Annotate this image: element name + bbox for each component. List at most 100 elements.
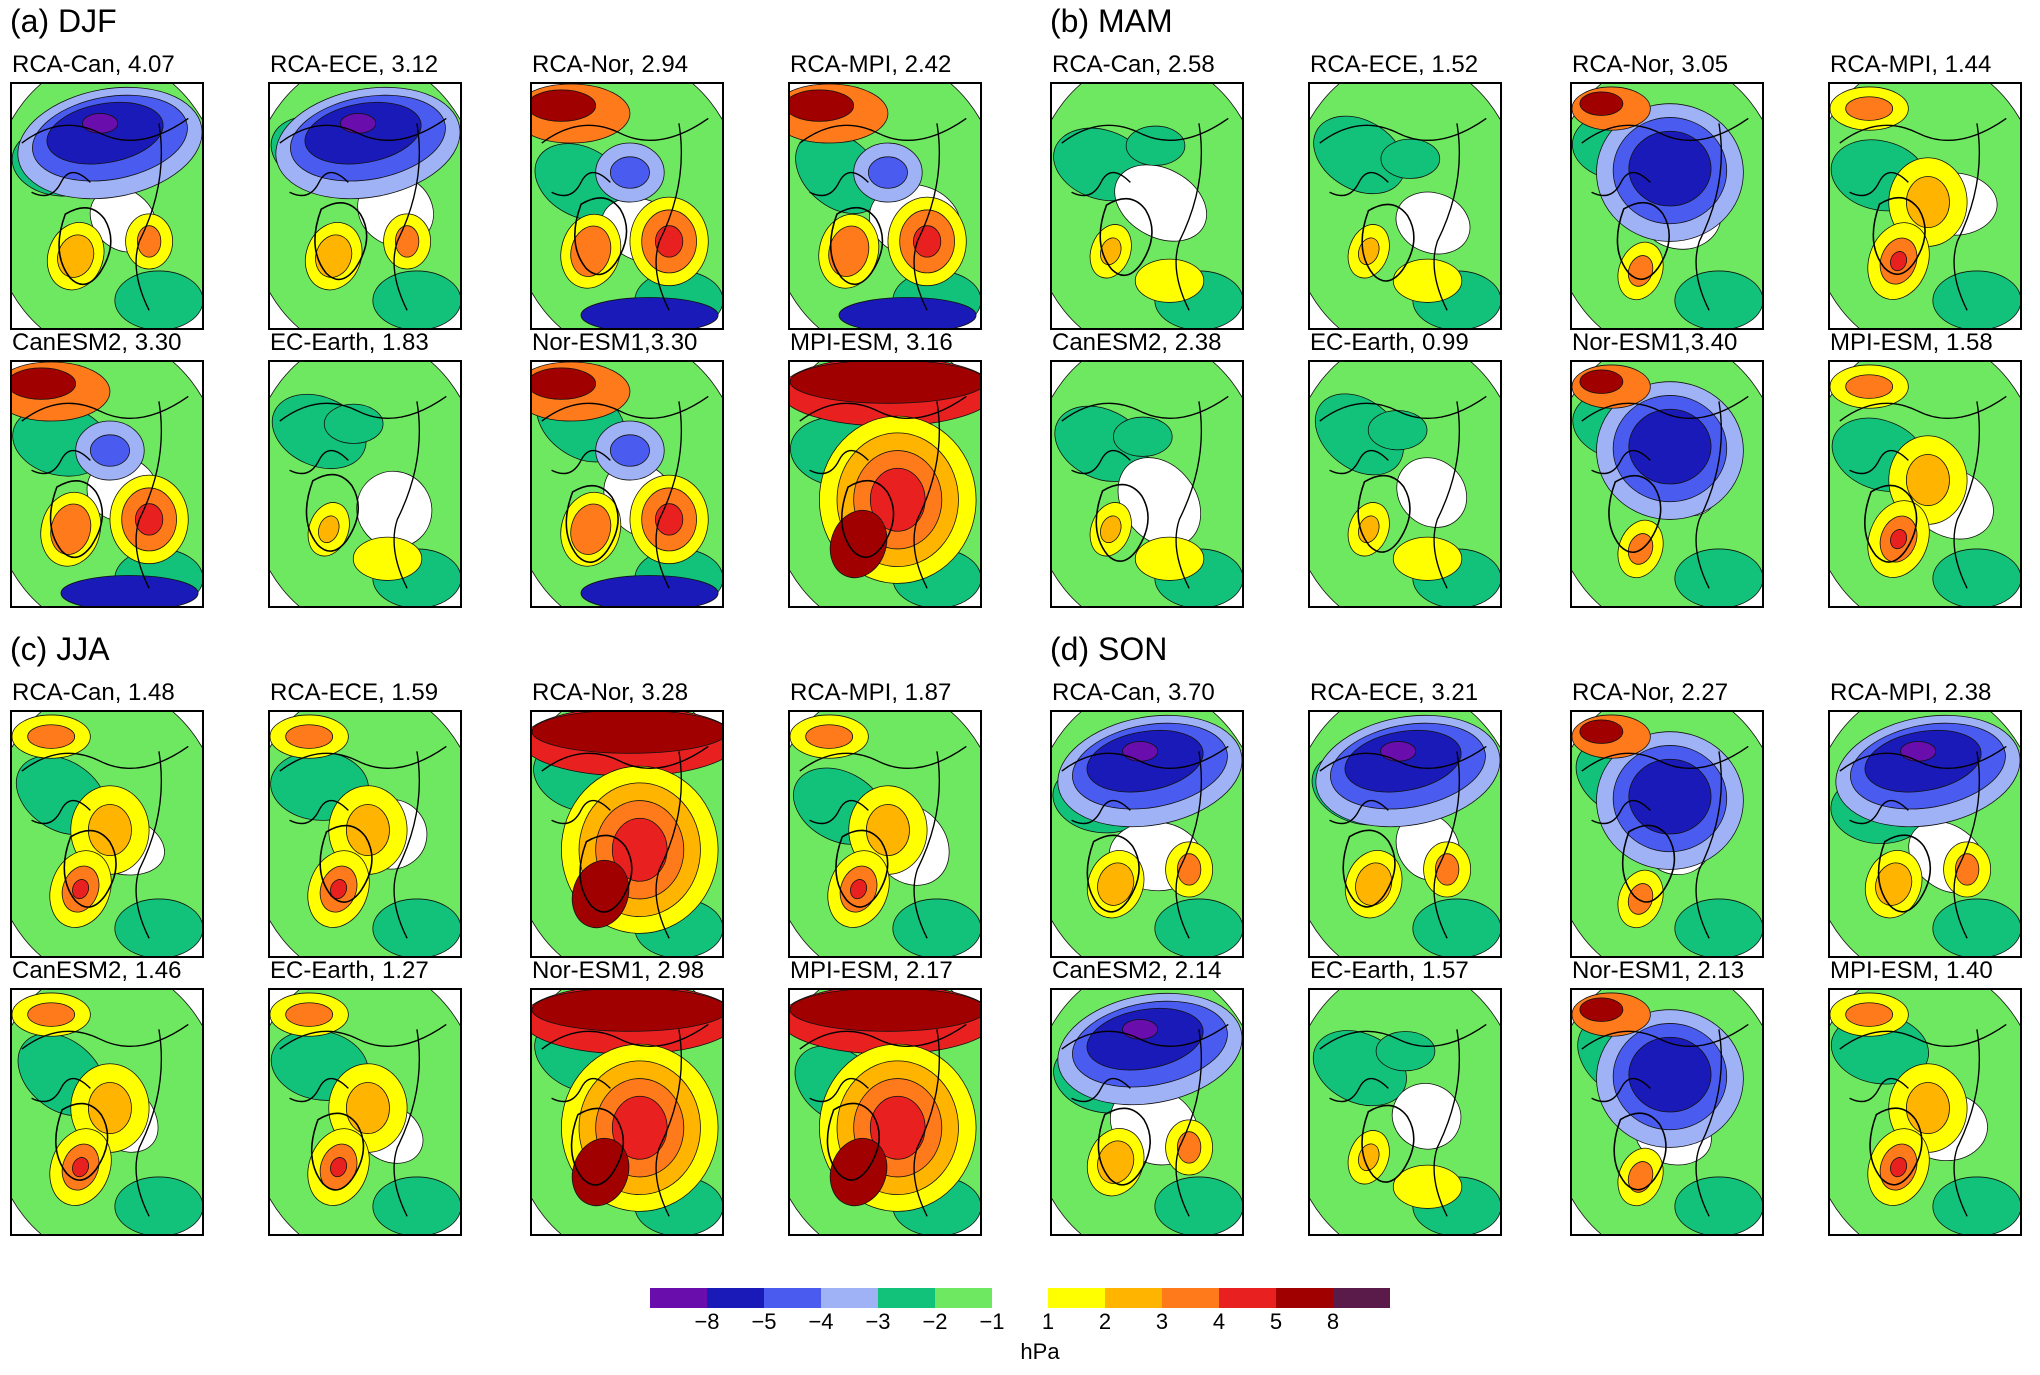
colorbar-tick-label: 1 (1041, 1309, 1055, 1334)
panel-title: CanESM2, 2.14 (1052, 957, 1222, 984)
panel-title: CanESM2, 1.46 (12, 957, 182, 984)
colorbar-swatch-negative (935, 1288, 992, 1308)
map-panel (10, 82, 204, 330)
colorbar-swatch-positive (1048, 1288, 1105, 1308)
map-field (1052, 990, 1242, 1234)
panel-title: RCA-Nor, 2.94 (532, 51, 689, 78)
map-field (790, 362, 980, 606)
panel-title: MPI-ESM, 2.17 (790, 957, 953, 984)
panel-title: CanESM2, 3.30 (12, 329, 182, 356)
map-panel (1050, 988, 1244, 1236)
map-field (1052, 712, 1242, 956)
map-panel (788, 710, 982, 958)
map-field (1830, 362, 2020, 606)
colorbar-swatch-positive (1276, 1288, 1333, 1308)
map-panel (268, 360, 462, 608)
map-field (532, 84, 722, 328)
map-panel (1828, 360, 2022, 608)
panel-title: RCA-MPI, 2.38 (1830, 679, 1992, 706)
map-panel (788, 988, 982, 1236)
map-panel (1570, 360, 1764, 608)
map-field (12, 362, 202, 606)
colorbar-tick-label: −5 (751, 1309, 777, 1334)
panel-title: EC-Earth, 1.57 (1310, 957, 1469, 984)
panel-title: RCA-MPI, 1.44 (1830, 51, 1992, 78)
map-panel (530, 710, 724, 958)
map-field (1310, 990, 1500, 1234)
panel-title: RCA-ECE, 3.21 (1310, 679, 1479, 706)
map-field (1830, 712, 2020, 956)
colorbar-swatch-positive (1219, 1288, 1276, 1308)
season-title: (b) MAM (1050, 3, 1173, 39)
map-field (270, 990, 460, 1234)
map-panel (530, 988, 724, 1236)
map-field (1310, 84, 1500, 328)
map-panel (530, 360, 724, 608)
map-panel (788, 82, 982, 330)
map-field (1572, 712, 1762, 956)
map-field (790, 990, 980, 1234)
colorbar-tick-label: −1 (979, 1309, 1005, 1334)
map-panel (1828, 710, 2022, 958)
panel-title: MPI-ESM, 3.16 (790, 329, 953, 356)
map-panel (1828, 82, 2022, 330)
map-panel (1308, 82, 1502, 330)
map-field (790, 84, 980, 328)
panel-title: RCA-MPI, 1.87 (790, 679, 952, 706)
map-field (532, 990, 722, 1234)
colorbar-tick-label: 5 (1269, 1309, 1283, 1334)
panel-title: EC-Earth, 0.99 (1310, 329, 1469, 356)
colorbar-tick-label: −4 (808, 1309, 834, 1334)
map-field (270, 362, 460, 606)
map-panel (788, 360, 982, 608)
map-panel (268, 82, 462, 330)
map-field (1572, 84, 1762, 328)
map-panel (1828, 988, 2022, 1236)
colorbar-swatch-positive (1333, 1288, 1390, 1308)
panel-title: RCA-Nor, 3.05 (1572, 51, 1729, 78)
colorbar-swatch-positive (1105, 1288, 1162, 1308)
colorbar-swatch-negative (821, 1288, 878, 1308)
season-title: (c) JJA (10, 631, 110, 667)
map-field (1830, 84, 2020, 328)
map-field (12, 712, 202, 956)
colorbar-tick-label: −3 (865, 1309, 891, 1334)
map-panel (1570, 988, 1764, 1236)
colorbar-tick-label: −8 (694, 1309, 720, 1334)
panel-title: Nor-ESM1, 2.13 (1572, 957, 1745, 984)
panel-title: EC-Earth, 1.83 (270, 329, 429, 356)
map-panel (268, 988, 462, 1236)
map-panel (1308, 360, 1502, 608)
map-field (1830, 990, 2020, 1234)
map-field (1572, 990, 1762, 1234)
map-field (1310, 362, 1500, 606)
colorbar-swatch-negative (764, 1288, 821, 1308)
map-panel (1050, 360, 1244, 608)
colorbar-swatch-negative (707, 1288, 764, 1308)
map-field (1052, 362, 1242, 606)
colorbar-tick-label: 8 (1326, 1309, 1340, 1334)
panel-title: RCA-ECE, 1.59 (270, 679, 439, 706)
panel-title: RCA-MPI, 2.42 (790, 51, 952, 78)
map-panel (10, 710, 204, 958)
map-panel (1050, 82, 1244, 330)
season-title: (a) DJF (10, 3, 117, 39)
panel-title: CanESM2, 2.38 (1052, 329, 1222, 356)
map-field (12, 84, 202, 328)
map-field (1572, 362, 1762, 606)
colorbar-tick-label: −2 (922, 1309, 948, 1334)
map-panel (1308, 988, 1502, 1236)
panel-title: MPI-ESM, 1.58 (1830, 329, 1993, 356)
map-field (270, 84, 460, 328)
colorbar-swatch-negative (650, 1288, 707, 1308)
panel-title: EC-Earth, 1.27 (270, 957, 429, 984)
map-panel (1308, 710, 1502, 958)
panel-title: RCA-ECE, 1.52 (1310, 51, 1479, 78)
map-panel (10, 360, 204, 608)
map-field (1310, 712, 1500, 956)
map-panel (268, 710, 462, 958)
map-panel (1050, 710, 1244, 958)
colorbar-swatch-negative (878, 1288, 935, 1308)
panel-title: RCA-ECE, 3.12 (270, 51, 439, 78)
panel-title: Nor-ESM1,3.40 (1572, 329, 1738, 356)
